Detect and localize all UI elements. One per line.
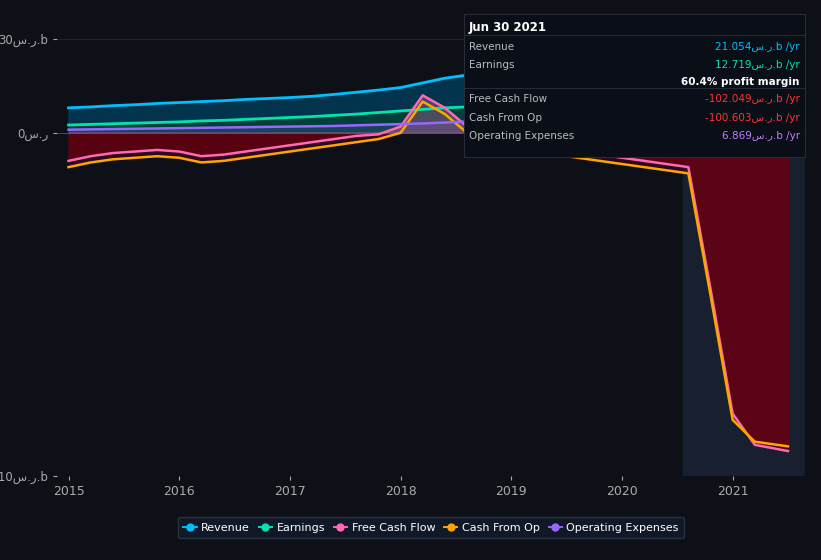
Legend: Revenue, Earnings, Free Cash Flow, Cash From Op, Operating Expenses: Revenue, Earnings, Free Cash Flow, Cash … bbox=[177, 517, 685, 538]
Text: 60.4% profit margin: 60.4% profit margin bbox=[681, 77, 800, 87]
Text: -100.603س.ر.b /yr: -100.603س.ر.b /yr bbox=[705, 113, 800, 123]
Text: Free Cash Flow: Free Cash Flow bbox=[469, 95, 547, 104]
Text: Cash From Op: Cash From Op bbox=[469, 113, 542, 123]
Bar bbox=[683, 39, 805, 476]
Text: 21.054س.ر.b /yr: 21.054س.ر.b /yr bbox=[715, 42, 800, 52]
Text: Revenue: Revenue bbox=[469, 42, 514, 52]
Text: 12.719س.ر.b /yr: 12.719س.ر.b /yr bbox=[715, 60, 800, 70]
Text: -102.049س.ر.b /yr: -102.049س.ر.b /yr bbox=[704, 95, 800, 104]
Text: 6.869س.ر.b /yr: 6.869س.ر.b /yr bbox=[722, 132, 800, 141]
Text: Earnings: Earnings bbox=[469, 60, 514, 70]
Text: Operating Expenses: Operating Expenses bbox=[469, 132, 574, 141]
Text: Jun 30 2021: Jun 30 2021 bbox=[469, 21, 547, 34]
